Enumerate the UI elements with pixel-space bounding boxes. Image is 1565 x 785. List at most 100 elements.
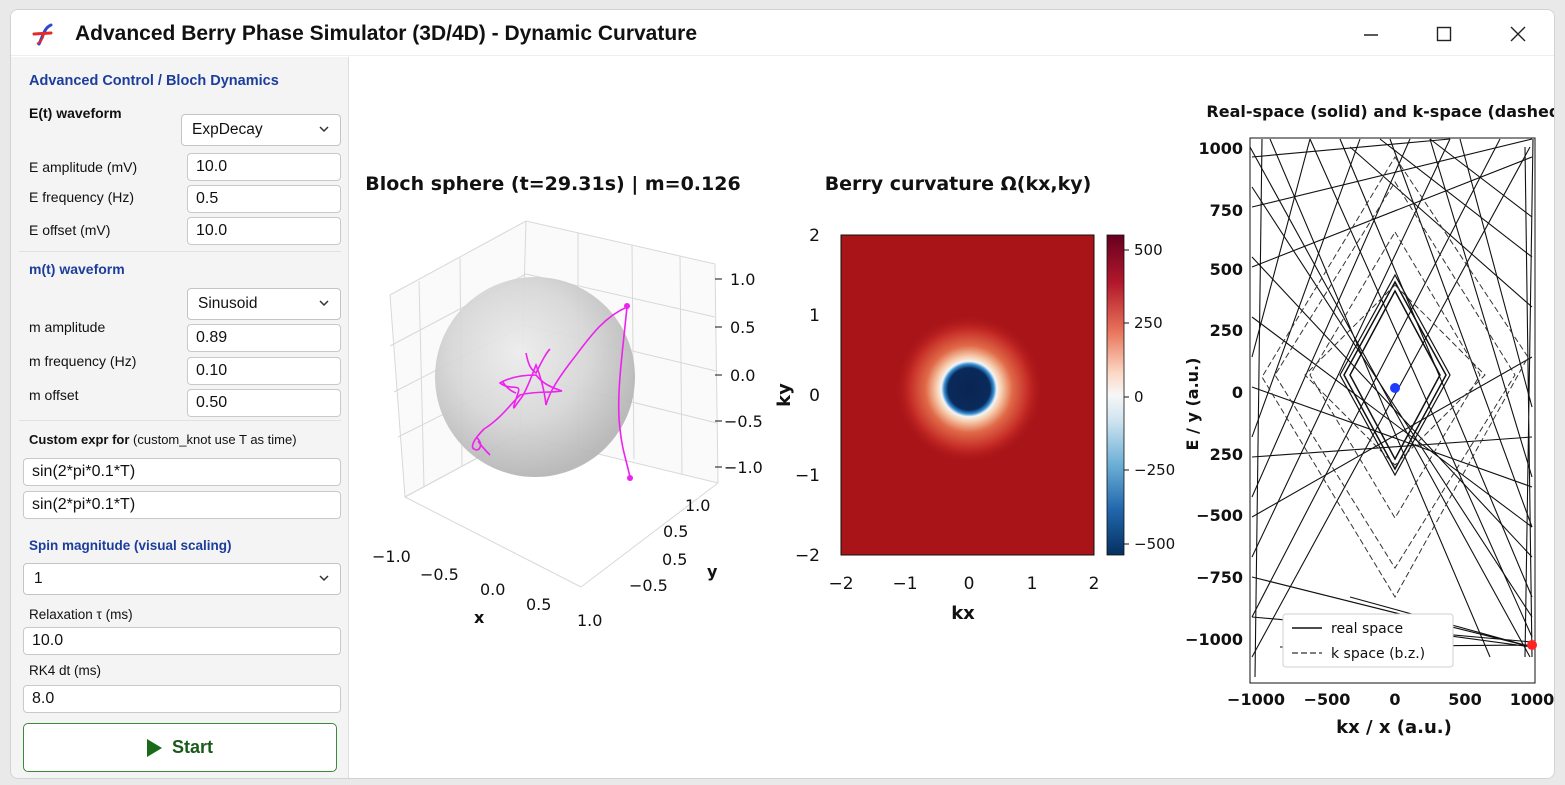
y-tick: −2: [795, 546, 820, 566]
trajectory-end-marker: [627, 475, 633, 481]
y-tick: −1000: [1185, 630, 1243, 649]
m-amplitude-input[interactable]: 0.89: [187, 324, 341, 352]
z-tick: 0.5: [730, 318, 755, 337]
bloch-trajectory: [471, 306, 631, 478]
x-tick: 2: [1089, 574, 1100, 594]
heatmap-y-ticks: 2 1 0 −1 −2: [795, 226, 820, 566]
y-tick: 500: [1210, 260, 1243, 279]
spin-magnitude-select[interactable]: 1: [23, 563, 341, 595]
y-axis-label: y: [707, 562, 718, 581]
y-tick: 1000: [1198, 139, 1243, 158]
custom-expr-label-bold: Custom expr for: [29, 432, 130, 447]
window-title: Advanced Berry Phase Simulator (3D/4D) -…: [75, 22, 698, 45]
e-amplitude-label: E amplitude (mV): [29, 159, 138, 175]
y-tick: −1: [795, 466, 820, 486]
plot-area: Bloch sphere (t=29.31s) | m=0.126: [350, 57, 1554, 778]
k-space-marker: [1390, 383, 1400, 393]
bloch-y-axis: −0.5 0.5 1.0 0.5 y: [629, 496, 718, 595]
heatmap-x-label: kx: [951, 603, 975, 624]
berry-title: Berry curvature Ω(kx,ky): [825, 173, 1092, 195]
trajectory-plot: Real-space (solid) and k-space (dashed): [1183, 102, 1554, 738]
e-waveform-value: ExpDecay: [192, 121, 263, 138]
minimize-button[interactable]: [1348, 19, 1394, 49]
real-space-marker: [1527, 640, 1537, 650]
spin-magnitude-value: 1: [34, 570, 43, 587]
close-icon: [1510, 26, 1526, 42]
figure-canvas: Bloch sphere (t=29.31s) | m=0.126: [365, 102, 1554, 738]
y-tick: 0.5: [663, 522, 688, 541]
y-tick: 0: [809, 386, 820, 406]
y-tick: −750: [1196, 568, 1243, 587]
x-tick: 1000: [1510, 690, 1555, 709]
y-tick: 2: [809, 226, 820, 246]
bloch-sphere: [435, 277, 635, 477]
y-tick: −500: [1196, 506, 1243, 525]
relaxation-input[interactable]: 10.0: [23, 627, 341, 655]
trace-y-ticks: 1000 750 500 250 0 250 −500 −750 −1000: [1185, 139, 1243, 649]
bloch-z-axis: 1.0 0.5 0.0 −0.5 −1.0: [715, 270, 763, 477]
y-tick: 1: [809, 306, 820, 326]
title-bar: Advanced Berry Phase Simulator (3D/4D) -…: [11, 10, 1554, 56]
y-tick: 1.0: [685, 496, 710, 515]
m-offset-label: m offset: [29, 387, 79, 403]
app-logo-icon: [32, 23, 53, 46]
m-offset-input[interactable]: 0.50: [187, 389, 341, 417]
play-icon: [146, 738, 162, 757]
y-tick: 750: [1210, 201, 1243, 220]
start-button[interactable]: Start: [23, 723, 337, 772]
trace-legend: real space k space (b.z.): [1282, 613, 1454, 668]
divider: [19, 420, 341, 421]
custom-expr-2-input[interactable]: sin(2*pi*0.1*T): [23, 491, 341, 519]
e-waveform-label: E(t) waveform: [29, 105, 122, 121]
colorbar-tick: 500: [1134, 241, 1163, 259]
maximize-button[interactable]: [1421, 19, 1467, 49]
spin-magnitude-header: Spin magnitude (visual scaling): [29, 538, 232, 553]
x-axis-label: x: [474, 608, 485, 627]
y-tick: 250: [1210, 321, 1243, 340]
x-tick: −1: [892, 574, 917, 594]
close-button[interactable]: [1495, 19, 1541, 49]
trajectory-start-marker: [624, 303, 630, 309]
rk4-dt-label: RK4 dt (ms): [29, 663, 102, 678]
e-offset-label: E offset (mV): [29, 222, 111, 238]
x-tick: 1.0: [577, 611, 602, 630]
e-frequency-input[interactable]: 0.5: [187, 185, 341, 213]
colorbar-tick: −250: [1134, 461, 1175, 479]
e-amplitude-input[interactable]: 10.0: [187, 153, 341, 181]
bloch-x-axis: −1.0 −0.5 0.0 0.5 1.0 x: [372, 547, 602, 630]
m-frequency-label: m frequency (Hz): [29, 353, 137, 369]
m-waveform-header: m(t) waveform: [29, 261, 125, 277]
start-button-label: Start: [171, 737, 213, 757]
legend-k-space: k space (b.z.): [1331, 646, 1425, 662]
chevron-down-icon: [319, 575, 329, 582]
chevron-down-icon: [319, 126, 329, 133]
rk4-dt-input[interactable]: 8.0: [23, 685, 341, 713]
m-waveform-select[interactable]: Sinusoid: [187, 288, 341, 320]
bloch-sphere-plot: Bloch sphere (t=29.31s) | m=0.126: [365, 173, 763, 630]
x-tick: 0: [964, 574, 975, 594]
y-tick: 250: [1210, 445, 1243, 464]
colorbar-tick: −500: [1134, 535, 1175, 553]
y-tick: 0: [1232, 383, 1243, 402]
e-offset-input[interactable]: 10.0: [187, 217, 341, 245]
x-tick: −2: [828, 574, 853, 594]
m-frequency-input[interactable]: 0.10: [187, 357, 341, 385]
app-window: Advanced Berry Phase Simulator (3D/4D) -…: [10, 9, 1555, 779]
chevron-down-icon: [319, 300, 329, 307]
trace-y-label: E / y (a.u.): [1183, 358, 1202, 451]
trace-frame: [1249, 137, 1536, 684]
maximize-icon: [1436, 26, 1452, 42]
colorbar-ticks: 500 250 0 −250 −500: [1124, 241, 1175, 553]
e-waveform-select[interactable]: ExpDecay: [181, 114, 341, 146]
x-tick: −1000: [1227, 690, 1285, 709]
x-tick: 0.5: [526, 595, 551, 614]
x-tick: 500: [1448, 690, 1481, 709]
x-tick: −1.0: [372, 547, 411, 566]
m-amplitude-label: m amplitude: [29, 319, 106, 335]
x-tick: 1: [1027, 574, 1038, 594]
custom-expr-1-input[interactable]: sin(2*pi*0.1*T): [23, 458, 341, 486]
m-waveform-value: Sinusoid: [198, 295, 258, 312]
trace-x-ticks: −1000 −500 0 500 1000: [1227, 690, 1554, 709]
y-tick: 0.5: [662, 550, 687, 569]
z-tick: −0.5: [724, 412, 763, 431]
